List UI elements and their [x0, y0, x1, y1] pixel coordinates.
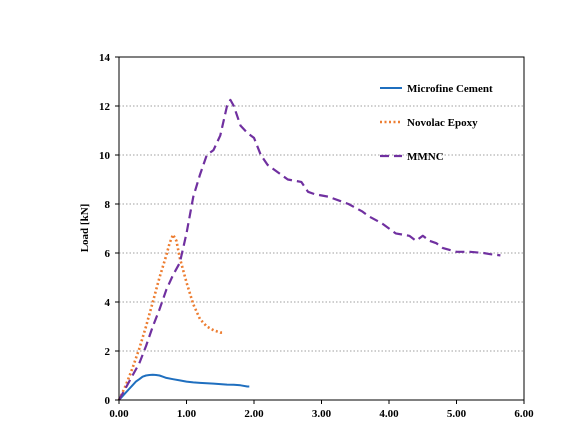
y-tick-label: 12	[99, 101, 111, 113]
y-tick-label: 0	[105, 395, 111, 407]
y-tick-label: 2	[105, 346, 111, 358]
series-line-microfine-cement	[118, 373, 250, 401]
series-line-novolac-epoxy	[117, 233, 223, 401]
legend-label: Novolac Epoxy	[407, 117, 478, 129]
x-tick-label: 3.00	[312, 408, 332, 420]
y-tick-label: 4	[105, 297, 111, 309]
y-axis-ticks: 0 2 4 6 8 10 12 14	[99, 52, 119, 407]
legend-item: Novolac Epoxy	[380, 117, 478, 129]
x-tick-label: 6.00	[514, 408, 534, 420]
y-tick-label: 6	[105, 248, 111, 260]
gridlines	[119, 105, 524, 352]
x-tick-label: 2.00	[244, 408, 264, 420]
y-axis-label: Load [kN]	[79, 204, 91, 253]
series-line-mmnc	[118, 98, 501, 401]
x-axis-ticks: 0.00 1.00 2.00 3.00 4.00 5.00 6.00	[109, 400, 534, 420]
series-lines	[117, 98, 501, 401]
plot-frame	[118, 56, 525, 401]
y-tick-label: 8	[105, 199, 111, 211]
x-tick-label: 1.00	[177, 408, 197, 420]
y-tick-label: 10	[99, 150, 111, 162]
plot-area	[117, 56, 525, 401]
legend-item: Microfine Cement	[380, 83, 493, 95]
legend-item: MMNC	[380, 151, 444, 163]
x-tick-label: 4.00	[379, 408, 399, 420]
x-tick-label: 0.00	[109, 408, 129, 420]
legend-label: MMNC	[407, 151, 444, 163]
x-tick-label: 5.00	[447, 408, 467, 420]
y-tick-label: 14	[99, 52, 111, 64]
legend: Microfine Cement Novolac Epoxy MMNC	[380, 83, 493, 163]
legend-label: Microfine Cement	[407, 83, 493, 95]
